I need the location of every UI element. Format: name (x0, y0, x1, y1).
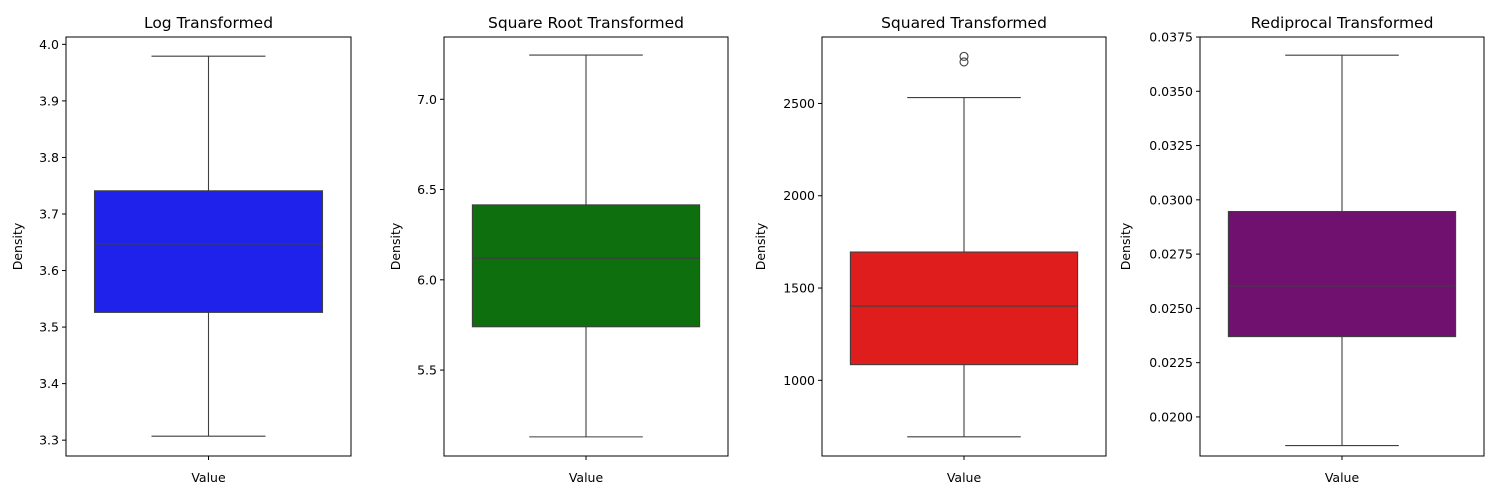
y-tick-label: 6.5 (417, 182, 437, 197)
y-tick-label: 0.0200 (1149, 409, 1193, 424)
chart-title: Rediprocal Transformed (1251, 14, 1434, 32)
box (471, 204, 701, 328)
y-tick-label: 3.6 (39, 263, 59, 278)
y-tick-label: 4.0 (39, 37, 59, 52)
y-tick-label: 0.0350 (1149, 84, 1193, 99)
y-tick-label: 0.0375 (1149, 30, 1193, 45)
y-tick-label: 1000 (783, 373, 815, 388)
y-tick-label: 5.5 (417, 363, 437, 378)
chart-title: Square Root Transformed (488, 14, 684, 32)
box (849, 251, 1079, 366)
panel-2: 5.5 6.0 6.5 7.0 Value Density Square Root Tran… (388, 14, 729, 485)
y-axis-label: Density (753, 222, 768, 270)
x-axis-label: Value (191, 470, 226, 485)
y-tick-label: 3.5 (39, 320, 59, 335)
x-axis-label: Value (947, 470, 982, 485)
x-axis-label: Value (569, 470, 604, 485)
y-tick-label: 2500 (783, 96, 815, 111)
y-tick-label: 3.8 (39, 150, 59, 165)
x-axis-label: Value (1325, 470, 1360, 485)
y-tick-label: 2000 (783, 188, 815, 203)
y-axis-label: Density (10, 222, 25, 270)
outlier-point (959, 57, 969, 67)
y-tick-label: 6.0 (417, 272, 437, 287)
y-tick-label: 0.0325 (1149, 138, 1193, 153)
y-tick-label: 0.0275 (1149, 247, 1193, 262)
y-tick-label: 3.9 (39, 93, 59, 108)
y-axis-label: Density (388, 222, 403, 270)
box (93, 190, 324, 313)
panel-1: 3.3 3.4 3.5 3.6 3.7 3.8 3.9 4.0 Value Density Log … (10, 14, 352, 485)
chart-title: Squared Transformed (881, 14, 1047, 32)
outlier-point (959, 51, 969, 61)
y-tick-label: 0.0225 (1149, 355, 1193, 370)
y-tick-label: 3.7 (39, 206, 59, 221)
y-tick-label: 0.0250 (1149, 301, 1193, 316)
panel-4: 0.0200 0.0225 0.0250 0.0275 0.0300 0.0325 0.03… (1118, 14, 1485, 485)
panel-3: 1000 1500 2000 2500 Value Density Squared Tran… (753, 14, 1107, 485)
y-tick-label: 7.0 (417, 92, 437, 107)
y-tick-label: 3.4 (39, 376, 59, 391)
y-tick-label: 1500 (783, 281, 815, 296)
y-axis-label: Density (1118, 222, 1133, 270)
chart-title: Log Transformed (144, 14, 273, 32)
y-tick-label: 3.3 (39, 433, 59, 448)
box (1227, 210, 1457, 338)
y-tick-label: 0.0300 (1149, 192, 1193, 207)
